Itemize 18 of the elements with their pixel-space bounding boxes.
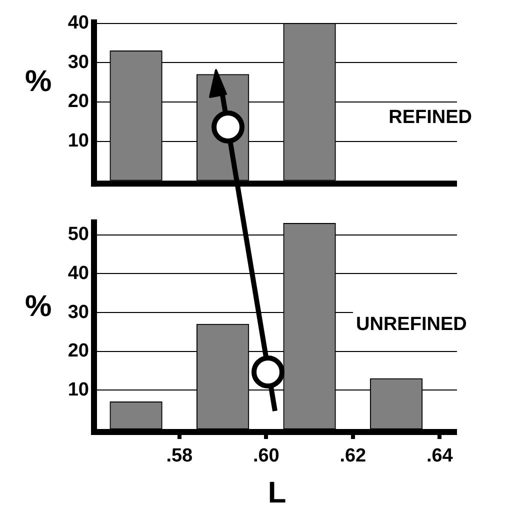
y-tick-label: 50 (68, 224, 89, 246)
y-tick-label: 20 (68, 91, 89, 112)
y-axis-title: % (25, 290, 52, 324)
y-tick-label: 10 (68, 379, 89, 400)
x-tick-label: .60 (252, 446, 280, 467)
y-tick-label: 20 (68, 340, 89, 362)
x-tick-label: .62 (340, 446, 366, 467)
y-tick-label: 30 (68, 302, 89, 323)
x-tick-label: .58 (166, 446, 193, 467)
y-axis-title: % (25, 65, 52, 99)
x-tick-label: .64 (426, 446, 454, 467)
y-tick-label: 10 (68, 130, 89, 152)
annotation: UNREFINED (356, 314, 467, 336)
y-tick-label: 40 (68, 262, 89, 284)
y-tick-label: 40 (68, 12, 89, 34)
x-axis-title: L (268, 476, 286, 510)
annotation: REFINED (388, 107, 472, 128)
y-tick-label: 30 (68, 52, 89, 73)
